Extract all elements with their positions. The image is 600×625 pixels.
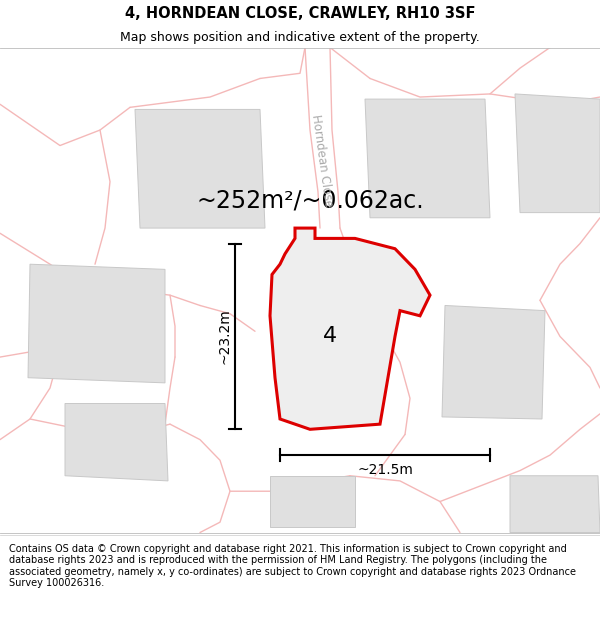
Text: Map shows position and indicative extent of the property.: Map shows position and indicative extent…	[120, 31, 480, 44]
Text: 4, HORNDEAN CLOSE, CRAWLEY, RH10 3SF: 4, HORNDEAN CLOSE, CRAWLEY, RH10 3SF	[125, 6, 475, 21]
Polygon shape	[365, 99, 490, 218]
Polygon shape	[65, 404, 168, 481]
Text: ~252m²/~0.062ac.: ~252m²/~0.062ac.	[196, 188, 424, 213]
Polygon shape	[28, 264, 165, 383]
Polygon shape	[510, 476, 600, 532]
Polygon shape	[515, 94, 600, 212]
Polygon shape	[135, 109, 265, 228]
Text: ~21.5m: ~21.5m	[357, 463, 413, 478]
Text: ~23.2m: ~23.2m	[217, 309, 231, 364]
Text: Horndean Close: Horndean Close	[309, 114, 335, 208]
Text: Contains OS data © Crown copyright and database right 2021. This information is : Contains OS data © Crown copyright and d…	[9, 544, 576, 588]
Polygon shape	[270, 476, 355, 528]
Polygon shape	[442, 306, 545, 419]
Text: 4: 4	[323, 326, 337, 346]
Polygon shape	[270, 228, 430, 429]
